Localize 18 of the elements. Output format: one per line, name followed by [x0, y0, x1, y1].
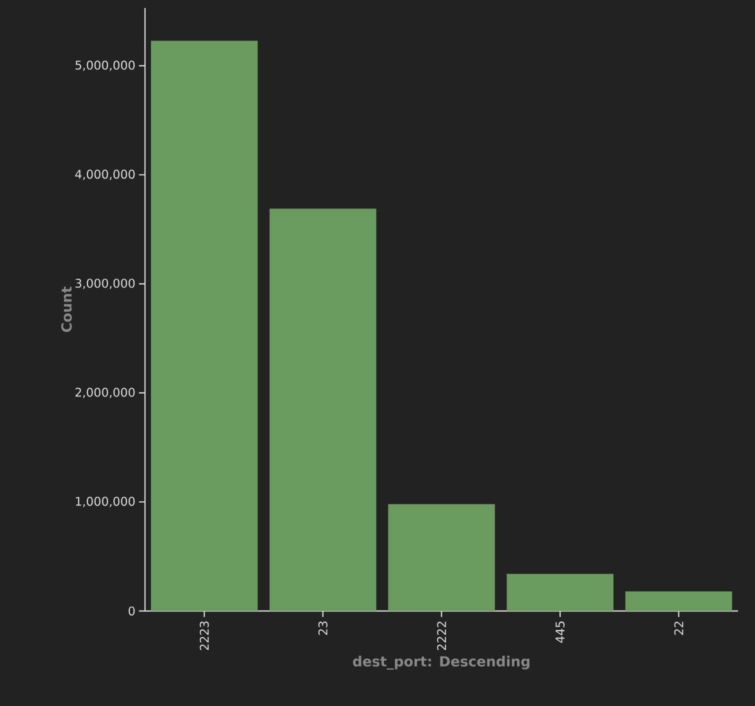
y-tick-label: 3,000,000	[76, 278, 135, 289]
y-tick-label: 0	[128, 606, 135, 616]
bar	[388, 504, 495, 611]
y-tick-label: 2,000,000	[76, 388, 135, 398]
x-axis-title: dest_port: Descending	[353, 656, 530, 670]
bar	[270, 208, 376, 611]
bar	[625, 591, 732, 611]
bar	[506, 574, 614, 611]
y-axis-title: Count	[61, 286, 72, 332]
x-tick-label: 2223	[200, 621, 209, 650]
x-tick-label: 22	[674, 622, 684, 635]
y-tick-label: 4,000,000	[75, 170, 135, 180]
x-tick-label: 445	[556, 622, 565, 643]
x-tick-label: 23	[318, 621, 328, 635]
bar	[150, 40, 258, 611]
y-tick-label: 1,000,000	[76, 496, 135, 508]
y-tick-label: 5,000,000	[76, 60, 135, 71]
x-tick-label: 2222	[437, 622, 446, 650]
